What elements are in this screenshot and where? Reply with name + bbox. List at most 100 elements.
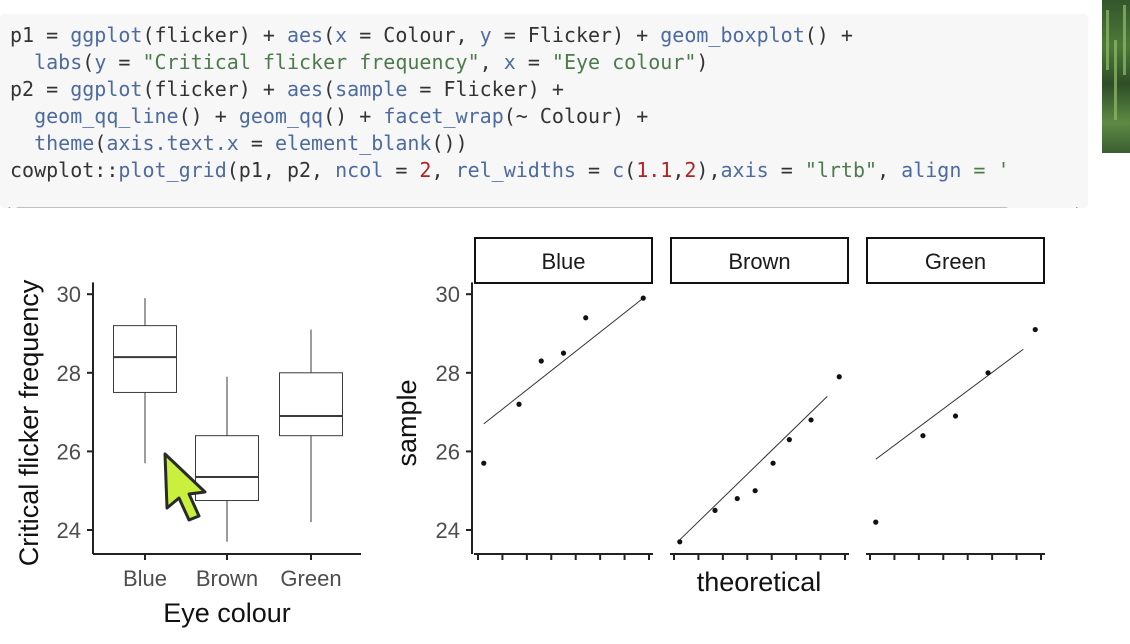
qq-y-axis-title: sample bbox=[392, 379, 422, 466]
code-token bbox=[10, 131, 34, 155]
code-token: x bbox=[335, 23, 348, 47]
box-blue bbox=[113, 325, 177, 393]
code-token: (flicker) + bbox=[142, 77, 287, 101]
x-tick-label: Green bbox=[280, 566, 341, 591]
code-token: = ' bbox=[961, 158, 1010, 182]
qq-point bbox=[752, 488, 758, 494]
code-token: y bbox=[479, 23, 492, 47]
code-token: y bbox=[94, 50, 107, 74]
qq-point bbox=[808, 417, 814, 423]
qq-line bbox=[679, 396, 828, 541]
facet-strip-blue bbox=[474, 237, 653, 284]
code-token: geom_boxplot bbox=[660, 23, 805, 47]
code-token: () + bbox=[804, 23, 853, 47]
code-line: labs(y = "Critical flicker frequency", x… bbox=[10, 49, 1010, 76]
code-token bbox=[10, 50, 34, 74]
qq-point bbox=[873, 519, 879, 525]
qq-x-axis-title: theoretical bbox=[697, 567, 822, 597]
code-token: = Flicker) + bbox=[491, 23, 661, 47]
code-line: geom_qq_line() + geom_qq() + facet_wrap(… bbox=[10, 103, 1010, 130]
code-token: 2 bbox=[419, 158, 432, 182]
plot-output: 24 26 28 30 Blue Brown Green Eye colour Critical… bbox=[14, 237, 1045, 628]
scroll-right-icon[interactable]: ▶ bbox=[1076, 205, 1082, 208]
qq-point bbox=[985, 370, 991, 376]
code-token: aes bbox=[286, 77, 324, 101]
code-token: aes bbox=[286, 23, 324, 47]
qq-point bbox=[786, 437, 792, 443]
code-token: = Flicker) + bbox=[407, 77, 564, 101]
code-token: ( bbox=[323, 77, 336, 101]
code-line: p2 = ggplot(flicker) + aes(sample = Flic… bbox=[10, 76, 1010, 103]
code-line: theme(axis.text.x = element_blank()) bbox=[10, 130, 1010, 157]
qq-point bbox=[677, 539, 683, 545]
qq-point bbox=[1032, 326, 1038, 333]
scroll-left-icon[interactable]: ◀ bbox=[4, 205, 10, 208]
code-token: , bbox=[479, 50, 504, 74]
qq-point bbox=[712, 507, 718, 513]
qq-point bbox=[538, 358, 544, 364]
thumbnail-image bbox=[1102, 0, 1130, 153]
code-token: (~ Colour) + bbox=[503, 104, 649, 128]
code-token: ) bbox=[696, 50, 709, 74]
qq-point bbox=[952, 413, 959, 419]
code-token: ( bbox=[82, 50, 95, 74]
code-token: geom_qq_line bbox=[34, 104, 179, 128]
qq-y-tick-label: 24 bbox=[436, 518, 460, 543]
horizontal-scrollbar[interactable]: ◀ ▶ bbox=[0, 202, 1088, 208]
y-tick-label: 28 bbox=[57, 361, 81, 386]
code-token: = bbox=[515, 50, 552, 74]
code-token: rel_widths bbox=[455, 158, 576, 182]
qq-line bbox=[875, 348, 1024, 460]
code-token: c bbox=[612, 158, 625, 182]
y-axis-title: Critical flicker frequency bbox=[14, 279, 44, 566]
facet-strip-label: Brown bbox=[728, 249, 790, 274]
qq-point bbox=[920, 433, 926, 439]
facet-strip-brown bbox=[670, 237, 849, 284]
code-token: = bbox=[768, 158, 805, 182]
code-token: axis.text.x bbox=[106, 131, 239, 155]
x-tick-label: Brown bbox=[196, 566, 258, 591]
y-tick-label: 30 bbox=[57, 282, 81, 307]
code-token: theme bbox=[34, 131, 95, 155]
x-tick-label: Blue bbox=[123, 566, 167, 591]
code-token: = bbox=[383, 158, 420, 182]
code-token: () + bbox=[178, 104, 239, 128]
code-token: = bbox=[238, 131, 275, 155]
code-token: ( bbox=[94, 131, 107, 155]
code-token: () + bbox=[323, 104, 384, 128]
code-token: cowplot:: bbox=[10, 158, 119, 182]
code-chunk: p1 = ggplot(flicker) + aes(x = Colour, y… bbox=[0, 14, 1088, 208]
qq-point bbox=[583, 315, 589, 321]
code-block: p1 = ggplot(flicker) + aes(x = Colour, y… bbox=[10, 22, 1010, 184]
code-token: ggplot bbox=[70, 77, 143, 101]
code-token: 1.1 bbox=[636, 158, 673, 182]
box-green bbox=[279, 372, 343, 437]
qq-line bbox=[483, 297, 644, 425]
qq-point bbox=[640, 295, 646, 301]
code-token: "Eye colour" bbox=[551, 50, 697, 74]
code-token: align bbox=[901, 158, 962, 182]
qq-point bbox=[770, 460, 776, 466]
code-token: x bbox=[503, 50, 516, 74]
code-token bbox=[10, 104, 34, 128]
code-token: , bbox=[877, 158, 902, 182]
code-token: 2 bbox=[684, 158, 697, 182]
code-token: labs bbox=[34, 50, 83, 74]
code-token: , bbox=[431, 158, 456, 182]
code-token: ( bbox=[624, 158, 637, 182]
code-token: = Colour, bbox=[347, 23, 480, 47]
mouse-cursor-icon bbox=[163, 452, 207, 522]
x-axis-title: Eye colour bbox=[163, 598, 291, 628]
code-token: geom_qq bbox=[238, 104, 324, 128]
code-token: ), bbox=[696, 158, 721, 182]
code-token: element_blank bbox=[274, 131, 432, 155]
code-token: sample bbox=[335, 77, 408, 101]
code-token: ncol bbox=[335, 158, 384, 182]
code-line: cowplot::plot_grid(p1, p2, ncol = 2, rel… bbox=[10, 157, 1010, 184]
y-tick-label: 24 bbox=[57, 518, 81, 543]
code-token: facet_wrap bbox=[383, 104, 504, 128]
code-token: (p1, p2, bbox=[226, 158, 336, 182]
scrollbar-thumb[interactable] bbox=[16, 207, 1008, 208]
y-tick-label: 26 bbox=[57, 439, 81, 464]
code-token: , bbox=[672, 158, 685, 182]
